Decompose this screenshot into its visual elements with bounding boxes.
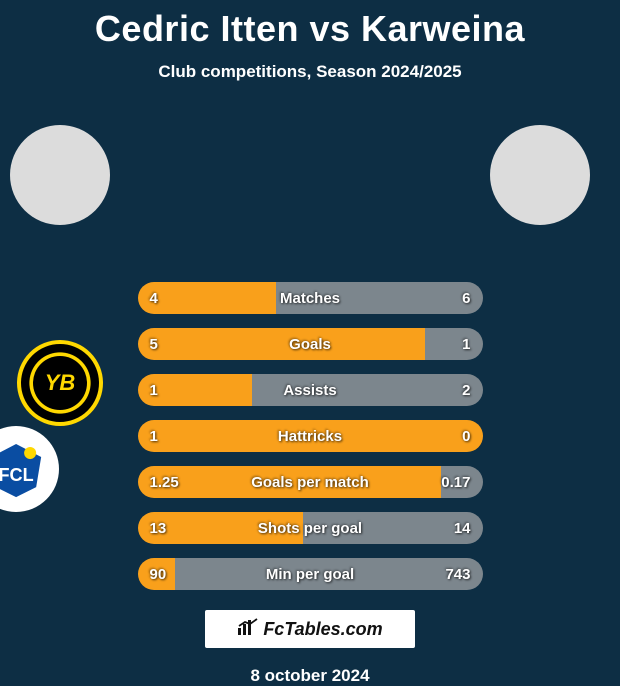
yb-logo-text: YB	[45, 370, 76, 396]
stat-row: 13Shots per goal14	[138, 512, 483, 544]
svg-text:FCL: FCL	[0, 465, 34, 485]
stat-label: Goals per match	[138, 474, 483, 491]
club-left-badge: YB	[17, 340, 103, 426]
player-left-avatar	[10, 125, 110, 225]
stat-value-right: 1	[462, 336, 470, 353]
stat-label: Goals	[138, 336, 483, 353]
stat-value-right: 0.17	[441, 474, 470, 491]
stat-value-right: 2	[462, 382, 470, 399]
stat-label: Hattricks	[138, 428, 483, 445]
stat-value-right: 6	[462, 290, 470, 307]
stats-container: 4Matches65Goals11Assists21Hattricks01.25…	[138, 282, 483, 590]
stat-row: 1Assists2	[138, 374, 483, 406]
fcl-logo-icon: FCL	[0, 439, 46, 499]
page-title: Cedric Itten vs Karweina	[0, 0, 620, 50]
footer-brand-text: FcTables.com	[263, 619, 382, 640]
stat-row: 90Min per goal743	[138, 558, 483, 590]
player-right-avatar	[490, 125, 590, 225]
club-right-badge: FCL	[0, 426, 59, 512]
stat-value-right: 14	[454, 520, 471, 537]
stat-value-right: 0	[462, 428, 470, 445]
stat-label: Shots per goal	[138, 520, 483, 537]
stat-label: Matches	[138, 290, 483, 307]
stat-label: Assists	[138, 382, 483, 399]
stat-row: 1.25Goals per match0.17	[138, 466, 483, 498]
stat-row: 4Matches6	[138, 282, 483, 314]
subtitle: Club competitions, Season 2024/2025	[0, 62, 620, 82]
stat-row: 5Goals1	[138, 328, 483, 360]
chart-icon	[237, 618, 259, 641]
date-label: 8 october 2024	[0, 666, 620, 686]
stat-row: 1Hattricks0	[138, 420, 483, 452]
footer-brand-logo: FcTables.com	[205, 610, 415, 648]
